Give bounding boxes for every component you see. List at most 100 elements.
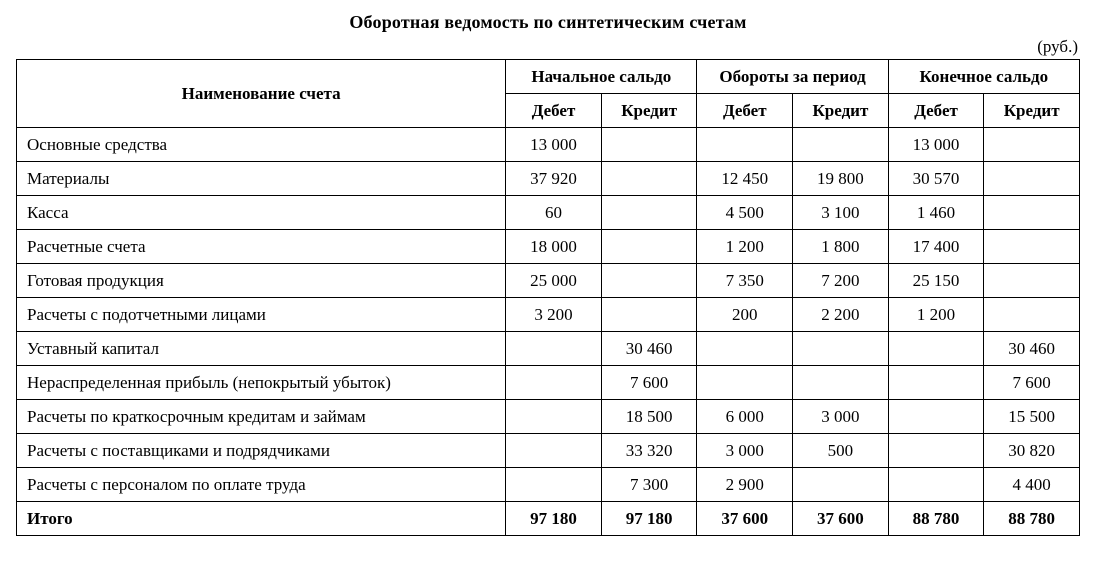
value-cell <box>601 196 697 230</box>
value-cell: 18 500 <box>601 400 697 434</box>
value-cell: 17 400 <box>888 230 984 264</box>
value-cell <box>888 434 984 468</box>
account-name-cell: Расчеты с подотчетными лицами <box>17 298 506 332</box>
value-cell: 1 200 <box>697 230 793 264</box>
col-account-name: Наименование счета <box>17 60 506 128</box>
value-cell: 30 460 <box>601 332 697 366</box>
value-cell: 6 000 <box>697 400 793 434</box>
page-title: Оборотная ведомость по синтетическим сче… <box>16 12 1080 33</box>
account-name-cell: Расчеты с поставщиками и подрядчиками <box>17 434 506 468</box>
value-cell <box>506 366 602 400</box>
col-group-opening: Начальное сальдо <box>506 60 697 94</box>
value-cell: 30 460 <box>984 332 1080 366</box>
value-cell <box>793 366 889 400</box>
account-name-cell: Расчеты с персоналом по оплате труда <box>17 468 506 502</box>
account-name-cell: Расчетные счета <box>17 230 506 264</box>
col-close-credit: Кредит <box>984 94 1080 128</box>
value-cell: 37 600 <box>793 502 889 536</box>
value-cell: 7 600 <box>601 366 697 400</box>
value-cell <box>697 366 793 400</box>
value-cell <box>984 162 1080 196</box>
col-turn-debit: Дебет <box>697 94 793 128</box>
value-cell: 37 920 <box>506 162 602 196</box>
value-cell: 18 000 <box>506 230 602 264</box>
value-cell: 37 600 <box>697 502 793 536</box>
value-cell: 7 300 <box>601 468 697 502</box>
value-cell: 33 320 <box>601 434 697 468</box>
unit-label: (руб.) <box>16 37 1078 57</box>
value-cell <box>793 332 889 366</box>
col-group-turnover: Обороты за период <box>697 60 888 94</box>
value-cell: 25 000 <box>506 264 602 298</box>
value-cell: 1 200 <box>888 298 984 332</box>
value-cell: 30 570 <box>888 162 984 196</box>
value-cell <box>601 298 697 332</box>
value-cell: 88 780 <box>984 502 1080 536</box>
value-cell: 1 460 <box>888 196 984 230</box>
account-name-cell: Расчеты по краткосрочным кредитам и займ… <box>17 400 506 434</box>
header-row-1: Наименование счета Начальное сальдо Обор… <box>17 60 1080 94</box>
account-name-cell: Материалы <box>17 162 506 196</box>
ledger-table: Наименование счета Начальное сальдо Обор… <box>16 59 1080 536</box>
value-cell <box>888 366 984 400</box>
value-cell <box>601 128 697 162</box>
value-cell: 12 450 <box>697 162 793 196</box>
col-open-credit: Кредит <box>601 94 697 128</box>
account-name-cell: Готовая продукция <box>17 264 506 298</box>
account-name-cell: Касса <box>17 196 506 230</box>
value-cell: 13 000 <box>506 128 602 162</box>
table-row: Расчеты с поставщиками и подрядчиками 33 … <box>17 434 1080 468</box>
table-body: Основные средства13 00013 000Материалы37… <box>17 128 1080 536</box>
value-cell: 25 150 <box>888 264 984 298</box>
table-row: Основные средства13 00013 000 <box>17 128 1080 162</box>
table-row: Расчеты с подотчетными лицами3 2002002 2… <box>17 298 1080 332</box>
value-cell: 3 100 <box>793 196 889 230</box>
total-row: Итого97 18097 18037 60037 60088 78088 78… <box>17 502 1080 536</box>
table-row: Расчетные счета18 000 1 2001 80017 400 <box>17 230 1080 264</box>
value-cell <box>793 128 889 162</box>
value-cell: 1 800 <box>793 230 889 264</box>
value-cell <box>506 434 602 468</box>
value-cell <box>601 264 697 298</box>
value-cell: 7 350 <box>697 264 793 298</box>
table-row: Готовая продукция25 0007 3507 20025 150 <box>17 264 1080 298</box>
value-cell: 4 500 <box>697 196 793 230</box>
account-name-cell: Итого <box>17 502 506 536</box>
value-cell: 15 500 <box>984 400 1080 434</box>
value-cell <box>601 162 697 196</box>
col-group-closing: Конечное сальдо <box>888 60 1079 94</box>
value-cell <box>984 264 1080 298</box>
account-name-cell: Основные средства <box>17 128 506 162</box>
value-cell <box>697 332 793 366</box>
value-cell: 7 600 <box>984 366 1080 400</box>
table-row: Расчеты по краткосрочным кредитам и займ… <box>17 400 1080 434</box>
value-cell: 3 000 <box>697 434 793 468</box>
value-cell: 19 800 <box>793 162 889 196</box>
value-cell: 88 780 <box>888 502 984 536</box>
value-cell <box>984 298 1080 332</box>
value-cell <box>506 468 602 502</box>
col-open-debit: Дебет <box>506 94 602 128</box>
value-cell: 97 180 <box>601 502 697 536</box>
value-cell: 13 000 <box>888 128 984 162</box>
value-cell: 60 <box>506 196 602 230</box>
value-cell: 4 400 <box>984 468 1080 502</box>
value-cell <box>697 128 793 162</box>
col-turn-credit: Кредит <box>793 94 889 128</box>
value-cell <box>984 196 1080 230</box>
value-cell: 3 000 <box>793 400 889 434</box>
value-cell <box>888 400 984 434</box>
value-cell <box>506 400 602 434</box>
table-row: Материалы37 920 12 45019 80030 570 <box>17 162 1080 196</box>
value-cell <box>888 332 984 366</box>
table-row: Нераспределенная прибыль (непокрытый убы… <box>17 366 1080 400</box>
value-cell: 500 <box>793 434 889 468</box>
value-cell: 2 200 <box>793 298 889 332</box>
value-cell <box>506 332 602 366</box>
value-cell <box>793 468 889 502</box>
value-cell: 97 180 <box>506 502 602 536</box>
value-cell <box>984 128 1080 162</box>
value-cell <box>601 230 697 264</box>
account-name-cell: Уставный капитал <box>17 332 506 366</box>
value-cell: 2 900 <box>697 468 793 502</box>
